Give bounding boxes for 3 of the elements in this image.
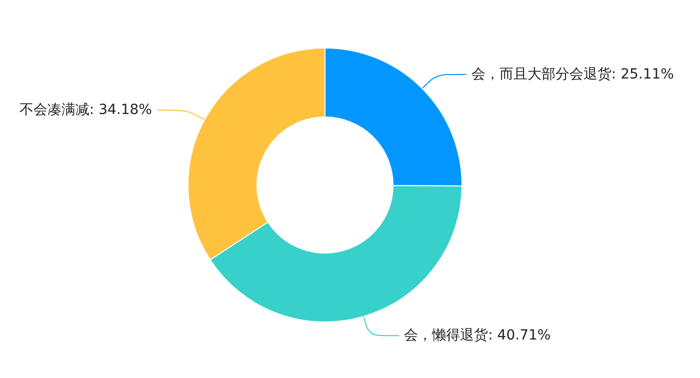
slice-label: 会，懒得退货: 40.71% xyxy=(404,328,551,344)
slice-label: 会，而且大部分会退货: 25.11% xyxy=(471,66,674,82)
slice-label: 不会凑满减: 34.18% xyxy=(19,102,152,118)
